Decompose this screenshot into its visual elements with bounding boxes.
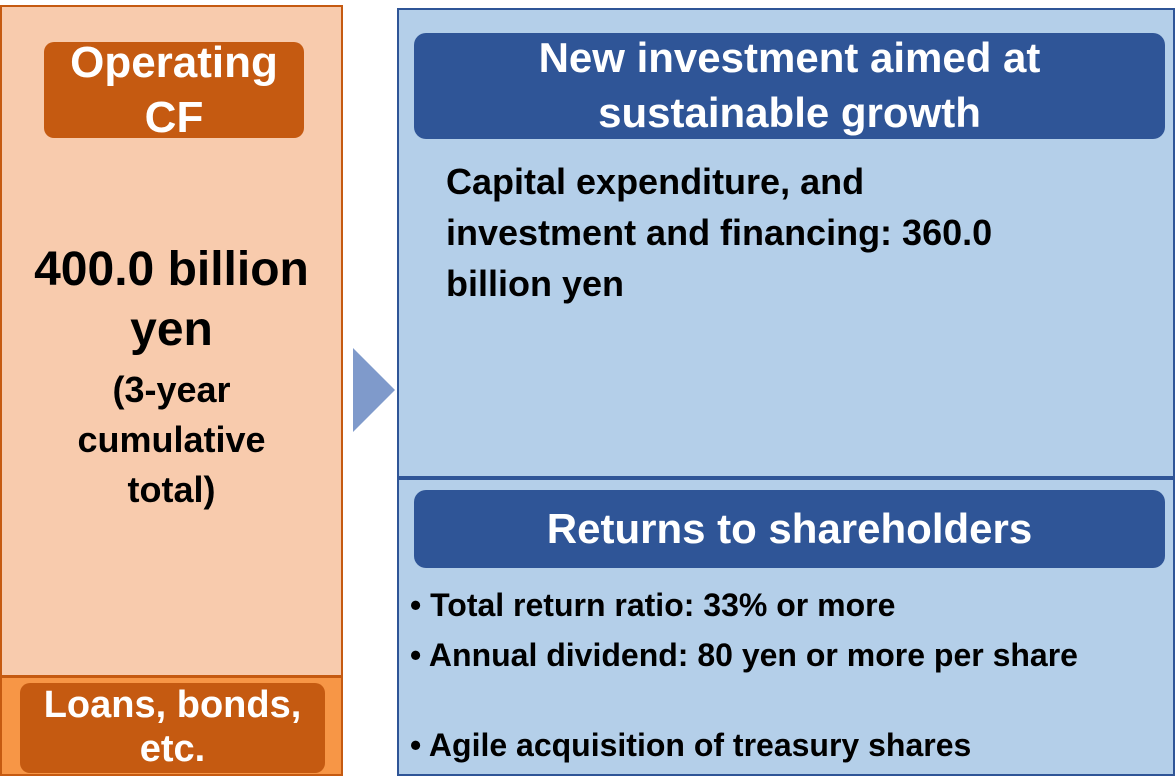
investment-header: New investment aimed at sustainable grow… (414, 33, 1165, 139)
bullet: Total return ratio: 33% or more (410, 585, 1132, 625)
bullet: Annual dividend: 80 yen or more per shar… (410, 635, 1122, 675)
bullet: Agile acquisition of treasury shares (410, 725, 1132, 765)
investment-body: Capital expenditure, and investment and … (446, 161, 993, 304)
note: (3-year cumulative total) (77, 369, 266, 510)
arrow (353, 348, 395, 432)
returns-header: Returns to shareholders (414, 490, 1165, 568)
footer: Loans, bonds, etc. (20, 683, 325, 773)
left-header: Operating CF (44, 38, 304, 142)
amount: 400.0 billion yen (34, 243, 309, 356)
